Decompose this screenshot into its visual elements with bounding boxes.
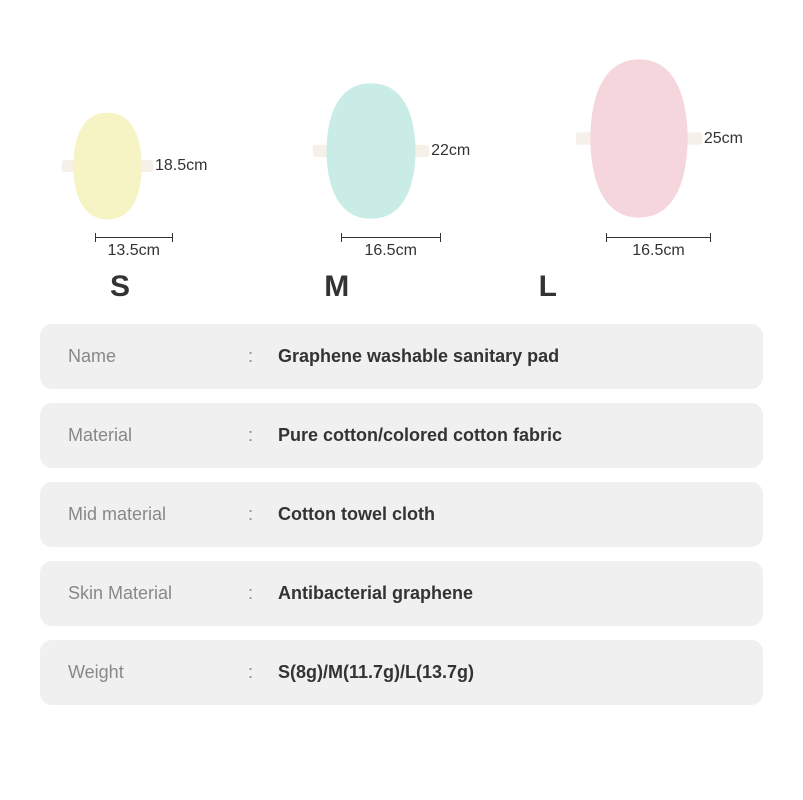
height-label: 25cm: [704, 130, 743, 148]
product-item-s: 18.5cm 13.5cm: [60, 101, 207, 260]
size-label-s: S: [80, 270, 294, 304]
spec-colon: :: [248, 504, 278, 525]
width-dimension: 16.5cm: [341, 237, 441, 260]
size-label-m: M: [294, 270, 508, 304]
spec-list: Name : Graphene washable sanitary pad Ma…: [40, 324, 763, 705]
pad-shape-l: [574, 46, 704, 231]
pad-shape-s: [60, 101, 155, 231]
width-label: 13.5cm: [108, 242, 160, 260]
width-dimension: 13.5cm: [95, 237, 173, 260]
product-item-m: 22cm 16.5cm: [311, 71, 470, 260]
spec-colon: :: [248, 425, 278, 446]
width-dimension: 16.5cm: [606, 237, 711, 260]
spec-value: Antibacterial graphene: [278, 583, 735, 604]
height-dimension: 22cm: [431, 76, 470, 226]
spec-label: Skin Material: [68, 583, 248, 604]
spec-value: Pure cotton/colored cotton fabric: [278, 425, 735, 446]
products-row: 18.5cm 13.5cm 22cm 16.5cm: [40, 30, 763, 260]
sizes-row: SML: [40, 260, 763, 324]
spec-row-skin-material: Skin Material : Antibacterial graphene: [40, 561, 763, 626]
spec-colon: :: [248, 662, 278, 683]
spec-row-name: Name : Graphene washable sanitary pad: [40, 324, 763, 389]
width-label: 16.5cm: [632, 242, 684, 260]
pad-icon: [311, 71, 431, 231]
spec-colon: :: [248, 346, 278, 367]
spec-value: S(8g)/M(11.7g)/L(13.7g): [278, 662, 735, 683]
spec-value: Graphene washable sanitary pad: [278, 346, 735, 367]
height-dimension: 18.5cm: [155, 106, 207, 226]
spec-colon: :: [248, 583, 278, 604]
spec-row-mid-material: Mid material : Cotton towel cloth: [40, 482, 763, 547]
pad-icon: [60, 101, 155, 231]
height-dimension: 25cm: [704, 51, 743, 226]
product-item-l: 25cm 16.5cm: [574, 46, 743, 260]
spec-row-weight: Weight : S(8g)/M(11.7g)/L(13.7g): [40, 640, 763, 705]
spec-label: Mid material: [68, 504, 248, 525]
size-label-l: L: [509, 270, 723, 304]
width-label: 16.5cm: [364, 242, 416, 260]
pad-shape-m: [311, 71, 431, 231]
spec-label: Material: [68, 425, 248, 446]
height-label: 18.5cm: [155, 157, 207, 175]
height-label: 22cm: [431, 142, 470, 160]
pad-icon: [574, 46, 704, 231]
spec-value: Cotton towel cloth: [278, 504, 735, 525]
spec-row-material: Material : Pure cotton/colored cotton fa…: [40, 403, 763, 468]
spec-label: Weight: [68, 662, 248, 683]
spec-label: Name: [68, 346, 248, 367]
